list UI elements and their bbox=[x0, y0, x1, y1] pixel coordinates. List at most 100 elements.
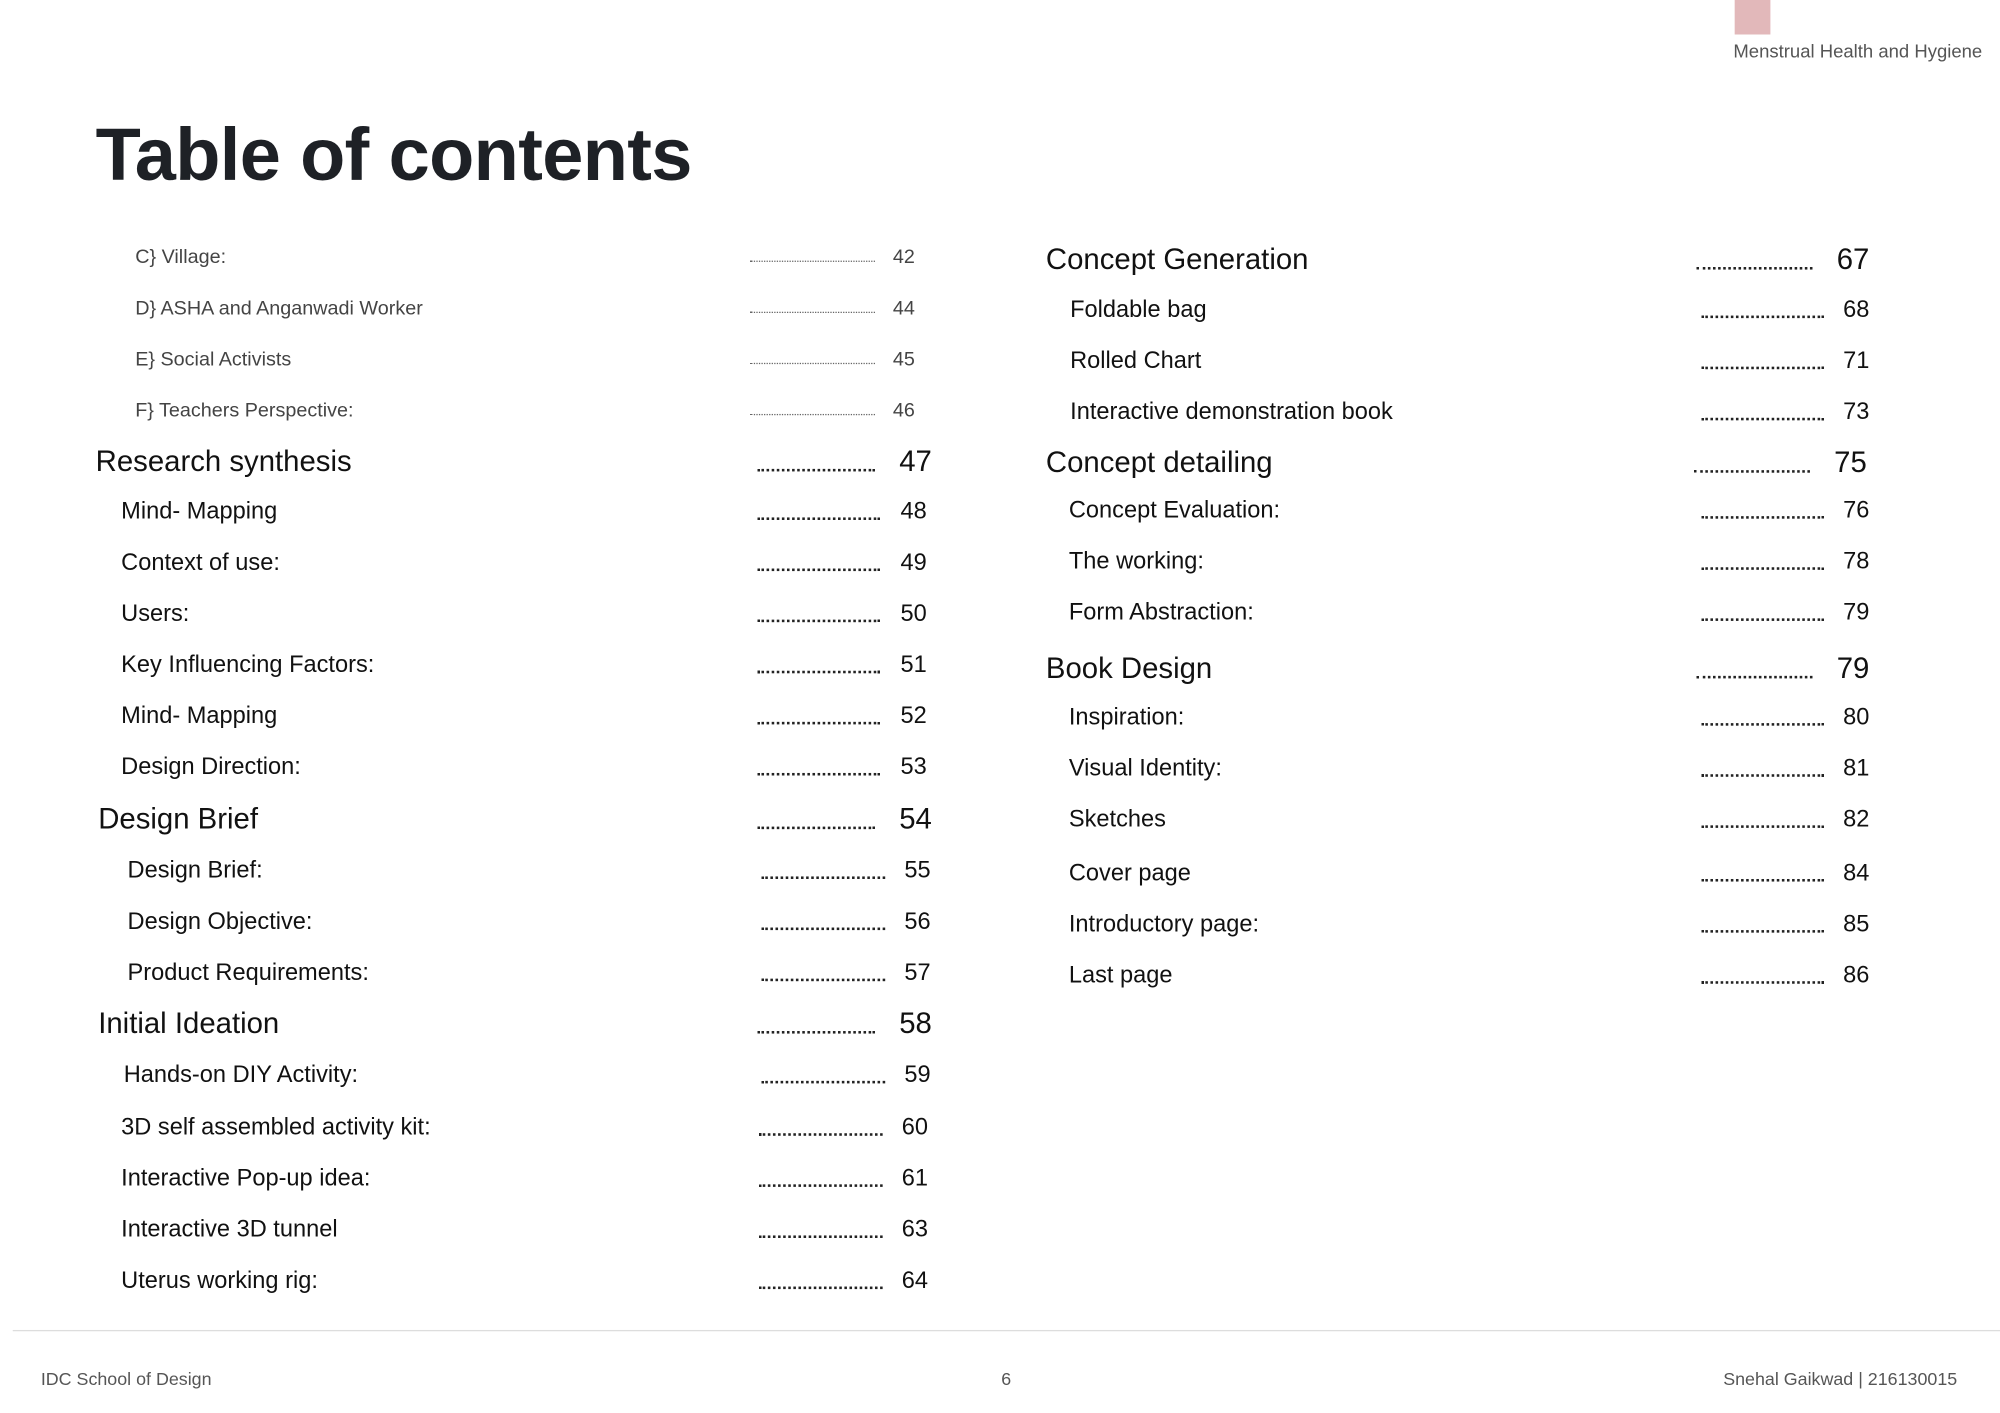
toc-entry-label: Cover page bbox=[1068, 858, 1191, 886]
footer-institution: IDC School of Design bbox=[40, 1368, 212, 1389]
dot-leader bbox=[1701, 878, 1824, 882]
footer-divider bbox=[12, 1329, 2000, 1332]
toc-entry-label: Visual Identity: bbox=[1068, 753, 1222, 781]
toc-entry-label: Uterus working rig: bbox=[121, 1266, 318, 1293]
footer-author: Snehal Gaikwad | 216130015 bbox=[1723, 1368, 1958, 1389]
dot-leader bbox=[1701, 618, 1824, 621]
document-subtitle: Menstrual Health and Hygiene bbox=[1733, 42, 1983, 63]
toc-entry-label: C} Village: bbox=[135, 246, 227, 269]
dot-leader bbox=[757, 772, 881, 776]
toc-entry-label: Design Brief bbox=[98, 801, 259, 835]
toc-entry-label: Foldable bag bbox=[1070, 295, 1207, 322]
toc-page-number: 52 bbox=[900, 701, 927, 729]
toc-page-number: 60 bbox=[901, 1112, 929, 1140]
page-title: Table of contents bbox=[95, 113, 693, 197]
toc-page-number: 82 bbox=[1843, 804, 1870, 832]
toc-page-number: 44 bbox=[892, 297, 915, 320]
toc-page-number: 79 bbox=[1843, 597, 1870, 625]
toc-page-number: 45 bbox=[892, 348, 915, 371]
dot-leader bbox=[1696, 675, 1813, 679]
toc-page-number: 75 bbox=[1834, 445, 1867, 479]
dot-leader bbox=[749, 413, 875, 416]
dot-leader bbox=[1696, 267, 1813, 270]
dot-leader bbox=[761, 927, 886, 931]
toc-entry-label: Interactive 3D tunnel bbox=[121, 1214, 338, 1242]
toc-page-number: 73 bbox=[1843, 397, 1870, 425]
dot-leader bbox=[1701, 981, 1824, 984]
toc-page-number: 46 bbox=[892, 399, 915, 422]
dot-leader bbox=[757, 721, 881, 725]
toc-page-number: 59 bbox=[904, 1060, 931, 1088]
dot-leader bbox=[761, 978, 886, 982]
toc-page-number: 67 bbox=[1836, 242, 1870, 276]
toc-entry-label: Initial Ideation bbox=[98, 1006, 280, 1040]
toc-page-number: 51 bbox=[900, 650, 927, 678]
dot-leader bbox=[1701, 417, 1824, 421]
dot-leader bbox=[757, 619, 881, 623]
dot-leader bbox=[757, 670, 881, 674]
toc-page-number: 55 bbox=[904, 855, 931, 883]
toc-entry-label: Interactive demonstration book bbox=[1070, 397, 1393, 425]
toc-page-number: 78 bbox=[1843, 546, 1870, 574]
dot-leader bbox=[1701, 930, 1824, 933]
dot-leader bbox=[749, 362, 875, 365]
dot-leader bbox=[749, 311, 875, 314]
toc-entry-label: D} ASHA and Anganwadi Worker bbox=[135, 297, 423, 320]
toc-entry-label: Product Requirements: bbox=[127, 958, 369, 986]
toc-entry-label: Users: bbox=[121, 599, 190, 627]
toc-entry-label: Design Brief: bbox=[127, 855, 263, 883]
toc-page-number: 80 bbox=[1843, 702, 1870, 730]
dot-leader bbox=[757, 1031, 875, 1034]
toc-entry-label: Inspiration: bbox=[1068, 702, 1185, 730]
toc-entry-label: Last page bbox=[1068, 960, 1173, 988]
dot-leader bbox=[1701, 315, 1824, 319]
toc-page-number: 79 bbox=[1836, 650, 1870, 685]
toc-entry-label: Book Design bbox=[1045, 650, 1213, 685]
toc-entry-label: Introductory page: bbox=[1068, 909, 1260, 937]
dot-leader bbox=[758, 1286, 883, 1290]
toc-page-number: 71 bbox=[1843, 346, 1870, 374]
toc-entry-label: F} Teachers Perspective: bbox=[135, 399, 354, 422]
toc-entry-label: Concept Evaluation: bbox=[1068, 495, 1281, 523]
toc-entry-label: Sketches bbox=[1068, 804, 1166, 832]
toc-page-number: 57 bbox=[904, 958, 931, 986]
dot-leader bbox=[1701, 567, 1824, 570]
toc-entry-label: Mind- Mapping bbox=[121, 496, 278, 524]
dot-leader bbox=[761, 876, 886, 879]
dot-leader bbox=[757, 826, 875, 830]
toc-page-number: 56 bbox=[904, 907, 931, 934]
toc-page-number: 85 bbox=[1843, 909, 1870, 937]
toc-entry-label: Form Abstraction: bbox=[1068, 597, 1254, 625]
toc-page-number: 76 bbox=[1843, 495, 1870, 523]
toc-entry-label: Design Objective: bbox=[127, 907, 313, 934]
toc-entry-label: Rolled Chart bbox=[1070, 346, 1202, 374]
toc-entry-label: Interactive Pop-up idea: bbox=[121, 1163, 371, 1191]
toc-page-number: 48 bbox=[900, 496, 927, 524]
toc-entry-label: Concept detailing bbox=[1045, 445, 1273, 479]
dot-leader bbox=[757, 568, 881, 572]
toc-page-number: 58 bbox=[899, 1006, 932, 1040]
toc-page-number: 54 bbox=[899, 801, 932, 835]
toc-entry-label: E} Social Activists bbox=[135, 348, 292, 371]
toc-page-number: 42 bbox=[892, 246, 915, 269]
dot-leader bbox=[757, 517, 881, 520]
toc-entry-label: 3D self assembled activity kit: bbox=[121, 1112, 431, 1140]
toc-page-number: 50 bbox=[900, 599, 927, 627]
dot-leader bbox=[758, 1133, 883, 1136]
toc-entry-label: Mind- Mapping bbox=[121, 701, 278, 729]
toc-page-number: 81 bbox=[1843, 753, 1870, 781]
toc-page-number: 84 bbox=[1843, 858, 1870, 886]
toc-page-number: 47 bbox=[899, 443, 932, 478]
toc-page-number: 64 bbox=[901, 1266, 929, 1293]
footer-page-number: 6 bbox=[1001, 1368, 1012, 1389]
dot-leader bbox=[749, 260, 875, 262]
toc-entry-label: Research synthesis bbox=[95, 443, 352, 478]
dot-leader bbox=[761, 1080, 886, 1084]
dot-leader bbox=[758, 1184, 883, 1187]
dot-leader bbox=[1701, 516, 1824, 519]
dot-leader bbox=[1701, 723, 1824, 726]
accent-swatch bbox=[1734, 0, 1771, 35]
toc-entry-label: Context of use: bbox=[121, 548, 280, 575]
toc-entry-label: The working: bbox=[1068, 546, 1204, 574]
